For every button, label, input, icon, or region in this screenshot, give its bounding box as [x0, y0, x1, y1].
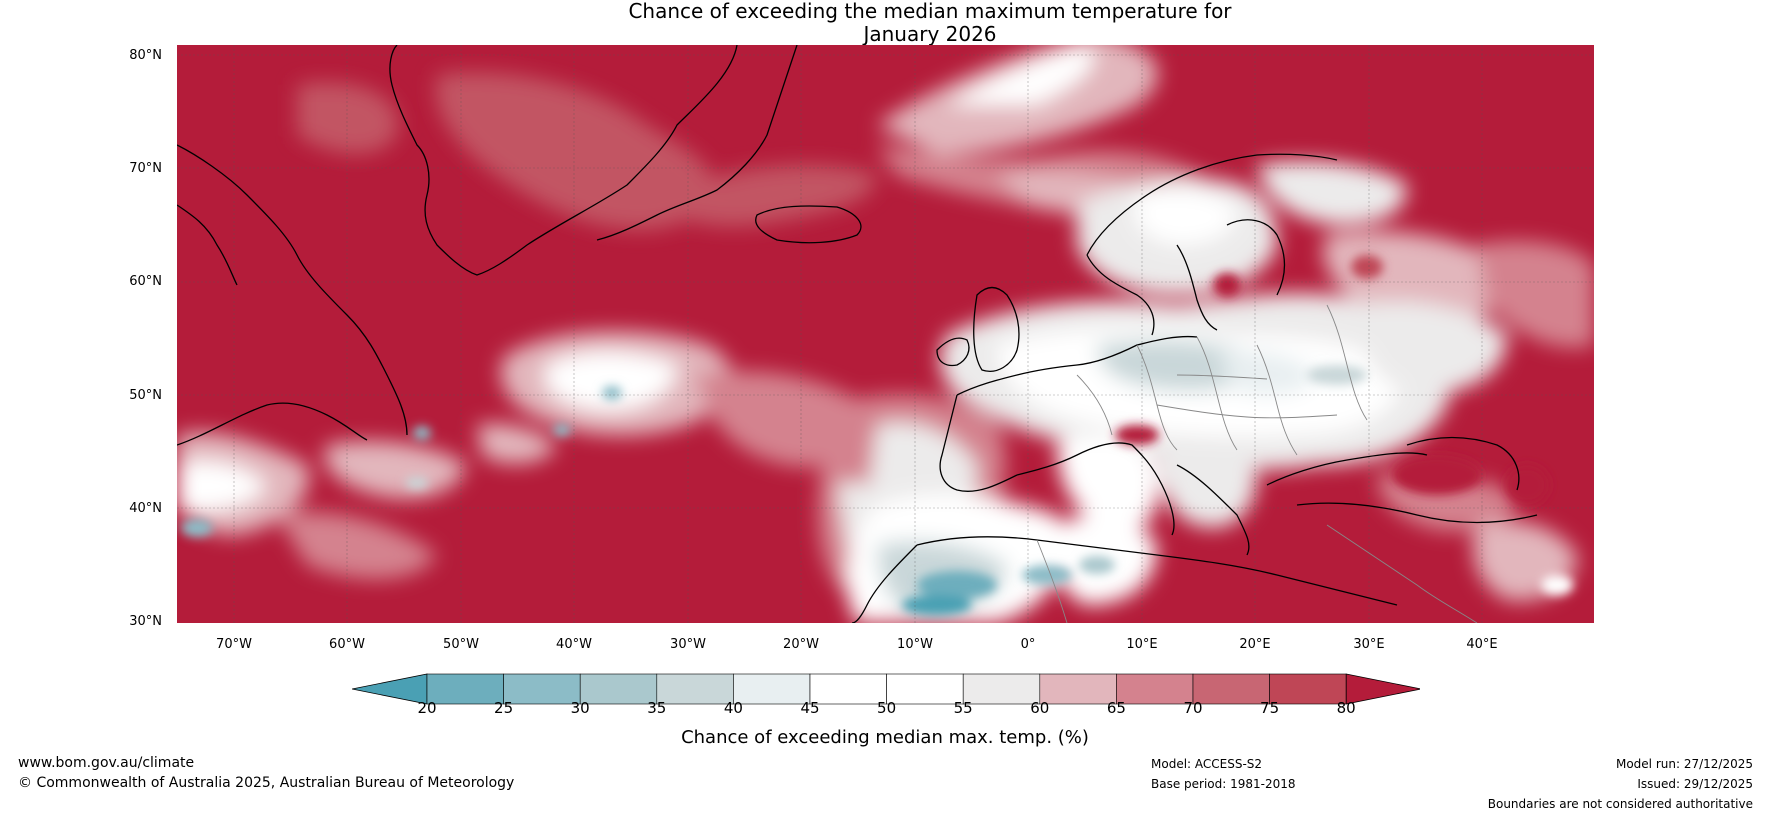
title-line-2: January 2026 [863, 22, 997, 46]
colorbar-tick-label: 50 [877, 699, 897, 717]
colorbar-title: Chance of exceeding median max. temp. (%… [681, 727, 1089, 748]
colorbar-segment [426, 673, 504, 705]
lon-label: 30°W [670, 637, 706, 652]
lat-label: 80°N [129, 48, 162, 63]
colorbar-tick-label: 30 [570, 699, 590, 717]
colorbar-segment [579, 673, 658, 705]
colorbar-tick-label: 75 [1260, 699, 1280, 717]
colorbar-segment [809, 673, 887, 705]
lat-label: 30°N [129, 614, 162, 629]
colorbar-tick-label: 70 [1183, 699, 1203, 717]
colorbar-segments [352, 673, 1420, 705]
colorbar-segment [1116, 673, 1194, 705]
lon-label: 20°W [783, 637, 819, 652]
colorbar-arrow-high [1345, 673, 1420, 705]
colorbar-arrow-low [352, 673, 428, 705]
graticule [177, 45, 1594, 623]
lon-label: 0° [1020, 637, 1036, 652]
colorbar-tick-label: 45 [800, 699, 820, 717]
colorbar-tick-label: 65 [1106, 699, 1126, 717]
lat-label: 70°N [129, 161, 162, 176]
colorbar-segment [1192, 673, 1270, 705]
colorbar-segment [503, 673, 581, 705]
lon-label: 40°W [556, 637, 592, 652]
colorbar-tick-label: 20 [417, 699, 437, 717]
colorbar-tick-label: 40 [723, 699, 743, 717]
lon-label: 40°E [1466, 637, 1498, 652]
map-canvas [177, 45, 1594, 623]
colorbar-segment [656, 673, 734, 705]
colorbar-tick-label: 35 [647, 699, 667, 717]
footer-copyright: © Commonwealth of Australia 2025, Austra… [18, 775, 515, 791]
lon-label: 10°E [1126, 637, 1158, 652]
footer-website: www.bom.gov.au/climate [18, 755, 195, 771]
lat-label: 60°N [129, 274, 162, 289]
colorbar-segment [1039, 673, 1117, 705]
footer-model: Model: ACCESS-S2 [1151, 757, 1263, 771]
forecast-map [177, 45, 1594, 623]
coastlines [177, 45, 1538, 623]
lon-label: 20°E [1239, 637, 1271, 652]
colorbar [352, 673, 1420, 705]
footer-disclaimer: Boundaries are not considered authoritat… [1487, 797, 1753, 811]
lon-label: 30°E [1353, 637, 1385, 652]
map-title: Chance of exceeding the median maximum t… [0, 0, 1770, 46]
footer-issued: Issued: 29/12/2025 [1637, 777, 1753, 791]
lon-label: 70°W [216, 637, 252, 652]
country-borders [1036, 304, 1478, 623]
colorbar-segment [733, 673, 811, 705]
lon-label: 10°W [897, 637, 933, 652]
lon-label: 50°W [443, 637, 479, 652]
title-line-1: Chance of exceeding the median maximum t… [628, 0, 1232, 23]
colorbar-tick-label: 80 [1336, 699, 1356, 717]
lat-label: 50°N [129, 388, 162, 403]
footer-model-run: Model run: 27/12/2025 [1615, 757, 1753, 771]
colorbar-tick-label: 55 [953, 699, 973, 717]
probability-field [177, 45, 1594, 623]
colorbar-tick-label: 25 [494, 699, 514, 717]
colorbar-segment [1269, 673, 1347, 705]
colorbar-segment [962, 673, 1041, 705]
colorbar-tick-label: 60 [1030, 699, 1050, 717]
colorbar-segment [886, 673, 964, 705]
lat-label: 40°N [129, 501, 162, 516]
footer-base-period: Base period: 1981-2018 [1151, 777, 1296, 791]
lon-label: 60°W [329, 637, 365, 652]
